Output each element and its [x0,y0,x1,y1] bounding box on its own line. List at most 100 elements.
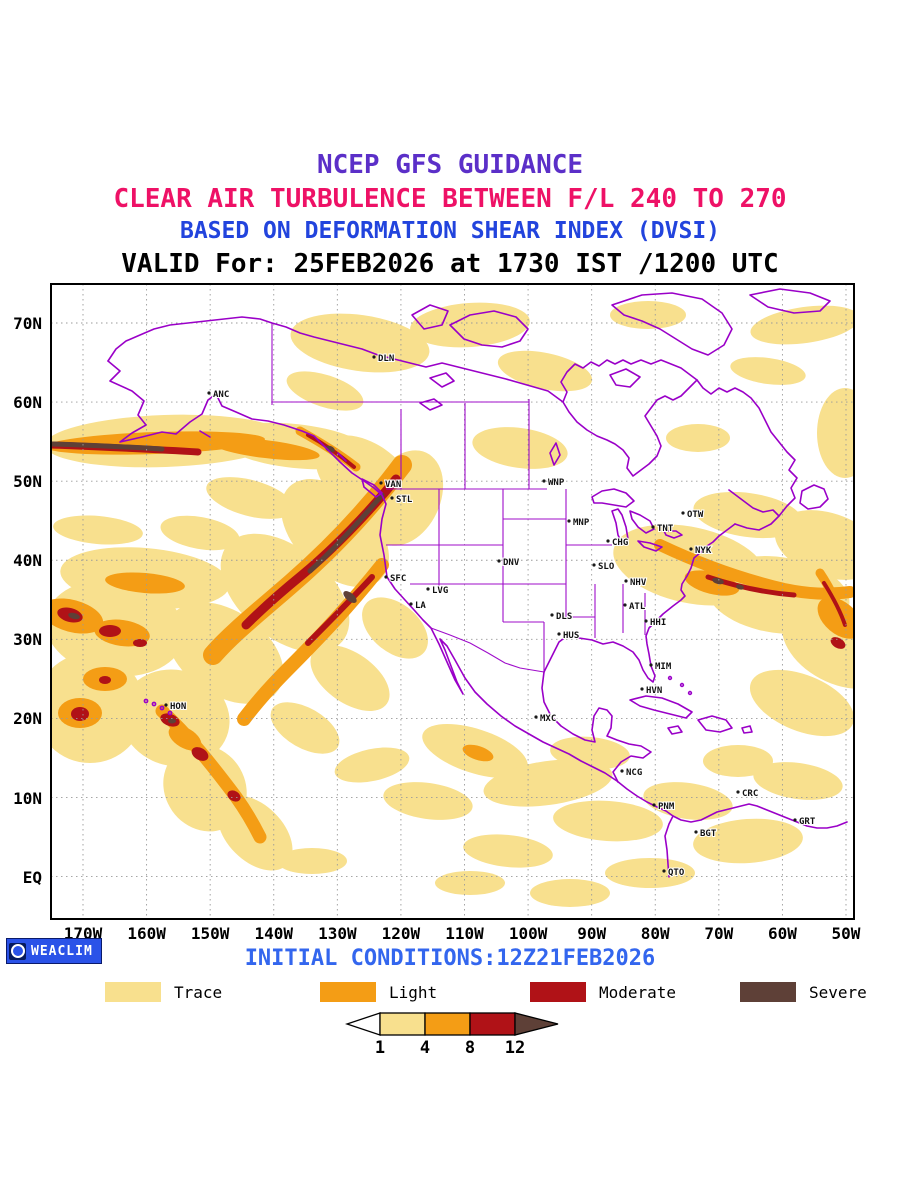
legend-item: Light [320,982,437,1002]
legend-item: Trace [105,982,222,1002]
lon-axis: 170W 160W 150W 140W 130W 120W 110W 100W 90W 80W 70… [50,924,861,946]
station-label: HON [170,702,186,712]
station-dot [567,519,571,523]
chart-title-line4: VALID For: 25FEB2026 at 1730 IST /1200 U… [121,249,779,279]
legend-label: Severe [809,982,867,1002]
station-label: CRC [742,789,758,799]
lat-tick-label: 20N [13,709,42,729]
weaclim-logo-icon [9,942,26,960]
station-label: BGT [700,829,717,839]
legend-swatch [530,982,586,1002]
lon-tick-label: 80W [640,924,670,943]
political-borders [271,323,646,673]
station-label: LVG [432,586,448,596]
station-dot [409,602,413,606]
weaclim-logo-text: WEACLIM [31,943,93,959]
lon-tick-label: 100W [508,924,548,943]
station-label: DNV [503,558,520,568]
station-label: MNP [573,518,590,528]
legend-label: Light [389,982,438,1002]
station-dot [651,525,655,529]
legend-label: Trace [174,982,223,1002]
lon-tick-label: 140W [254,924,293,943]
station-label: ATL [629,602,646,612]
station-label: WNP [548,478,565,488]
color-scale-bar [344,1012,560,1036]
station-label: QTO [668,868,685,878]
station-dot [694,830,698,834]
scale-tick-label: 4 [419,1038,431,1058]
legend: Trace Light Moderate Severe [0,982,900,1006]
station-dot [689,547,693,551]
station-dot [384,575,388,579]
station-dot [550,613,554,617]
lat-tick-label: 50N [13,472,42,492]
color-scale-bar-svg [344,1012,559,1036]
station-label: ANC [213,390,229,400]
station-label: TNT [657,524,674,534]
lon-tick-label: 110W [445,924,484,943]
station-labels: ANC DLN VAN STL WNP MNP CHG TNT OTW NYK SFC DNV SLO N… [164,353,817,879]
station-dot [640,687,644,691]
legend-item: Severe [740,982,867,1002]
station-dot [652,803,656,807]
lon-tick-label: 60W [767,924,797,943]
lon-tick-label: 70W [704,924,734,943]
station-label: SFC [390,574,406,584]
chart-title-line3: BASED ON DEFORMATION SHEAR INDEX (DVSI) [179,218,721,244]
station-dot [372,355,376,359]
weaclim-logo: WEACLIM [6,938,102,964]
lat-tick-label: 10N [13,788,42,808]
station-label: MXC [540,714,556,724]
station-dot [644,619,648,623]
legend-label: Moderate [599,982,677,1002]
station-dot [649,663,653,667]
lat-tick-label: EQ [22,867,42,887]
grid-lines [51,284,854,919]
station-dot [681,511,685,515]
lon-tick-label: 160W [127,924,166,943]
map-area: ANC DLN VAN STL WNP MNP CHG TNT OTW NYK SFC DNV SLO N… [50,283,855,920]
station-dot [557,632,561,636]
lon-tick-label: 120W [381,924,421,943]
lon-tick-label: 90W [577,924,607,943]
station-dot [624,579,628,583]
station-label: CHG [612,538,628,548]
lat-tick-label: 40N [13,551,42,571]
map-frame [50,283,855,920]
station-label: MIM [655,662,672,672]
station-label: HUS [563,631,579,641]
station-dot [606,539,610,543]
station-label: HHI [650,618,666,628]
lat-tick-label: 70N [13,314,42,333]
turbulence-severe-layer [51,441,744,724]
scale-arrow [514,1012,559,1036]
station-dot [623,603,627,607]
legend-swatch [105,982,161,1002]
lat-tick-label: 60N [13,393,42,413]
station-label: NCG [626,768,642,778]
station-dot [620,769,624,773]
station-label: GRT [799,817,816,827]
station-label: DLS [556,612,572,622]
chart-title-line1: NCEP GFS GUIDANCE [316,150,584,180]
station-label: DLN [378,354,394,364]
station-dot [736,790,740,794]
scale-cell [379,1012,426,1036]
station-dot [592,563,596,567]
station-label: PNM [658,802,675,812]
scale-ticks: 1 4 8 12 [345,1038,560,1060]
station-dot [662,869,666,873]
chart-title-line2: CLEAR AIR TURBULENCE BETWEEN F/L 240 TO … [113,184,787,214]
station-label: NYK [695,546,712,556]
scale-arrow [344,1012,381,1036]
lon-tick-label: 130W [318,924,357,943]
station-dot [497,559,501,563]
turbulence-map-svg: ANC DLN VAN STL WNP MNP CHG TNT OTW NYK SFC DNV SLO N… [50,283,855,920]
station-label: SLO [598,562,615,572]
station-dot [207,391,211,395]
station-dot [542,479,546,483]
station-label: LA [415,601,426,611]
scale-cell [424,1012,471,1036]
